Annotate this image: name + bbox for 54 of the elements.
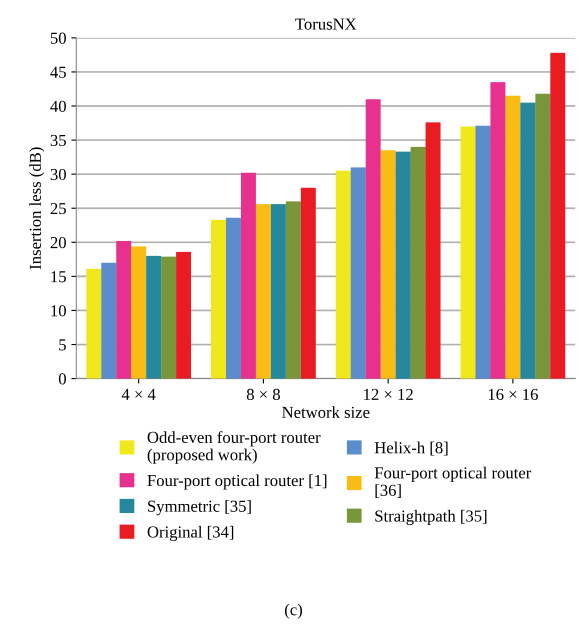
legend-label: Symmetric [35] — [148, 500, 251, 516]
bar — [226, 218, 241, 379]
bar — [161, 256, 176, 379]
bar — [426, 122, 441, 379]
bar — [131, 246, 146, 379]
bar — [350, 167, 366, 379]
bar — [256, 204, 271, 379]
bar — [505, 96, 520, 379]
bar — [86, 268, 102, 379]
x-tick-label: 12 × 12 — [364, 388, 413, 400]
chart-title: TorusNX — [295, 18, 356, 30]
bar — [490, 82, 506, 379]
bar — [380, 150, 396, 379]
legend-label: Four-port optical router [36] — [374, 466, 532, 498]
y-tick-label: 35 — [50, 134, 66, 146]
bar — [475, 126, 490, 379]
y-tick-label: 15 — [51, 271, 66, 282]
bar — [146, 256, 162, 379]
bar — [116, 240, 132, 379]
y-tick-label: 25 — [50, 202, 66, 214]
bar — [366, 99, 381, 379]
y-tick-label: 45 — [50, 66, 66, 78]
y-axis-title: Insertion less (dB) — [29, 147, 44, 270]
y-tick-label: 30 — [50, 168, 66, 180]
x-tick-label: 16 × 16 — [488, 388, 538, 400]
bar — [460, 126, 476, 379]
x-tick-label: 4 × 4 — [122, 388, 156, 400]
text: (c) — [284, 604, 302, 619]
y-tick-label: 5 — [59, 339, 66, 350]
legend-label: Four-port optical router [1] — [147, 474, 326, 490]
x-axis-title: Network size — [282, 406, 370, 418]
y-tick-label: 10 — [51, 305, 66, 316]
legend-label: Helix-h [8] — [374, 442, 448, 456]
bar — [300, 188, 316, 379]
bar — [211, 220, 226, 379]
legend-label: Odd-even four-port router (proposed work) — [148, 431, 320, 464]
y-tick-label: 0 — [58, 373, 66, 385]
bar — [520, 102, 536, 379]
bar — [535, 94, 550, 379]
legend-label: Original [34] — [148, 526, 234, 542]
bar — [410, 146, 426, 379]
bar — [240, 172, 256, 379]
bar — [396, 152, 411, 379]
bar — [270, 204, 286, 379]
x-tick-label: 8 × 8 — [246, 388, 280, 400]
bar — [176, 252, 192, 379]
bar — [286, 201, 301, 379]
y-tick-label: 20 — [50, 237, 66, 248]
bar — [336, 170, 351, 379]
bar — [101, 262, 116, 379]
y-tick-label: 50 — [50, 32, 66, 44]
y-tick-label: 40 — [50, 100, 66, 112]
bar — [550, 52, 566, 379]
legend-label: Straightpath [35] — [375, 510, 486, 526]
